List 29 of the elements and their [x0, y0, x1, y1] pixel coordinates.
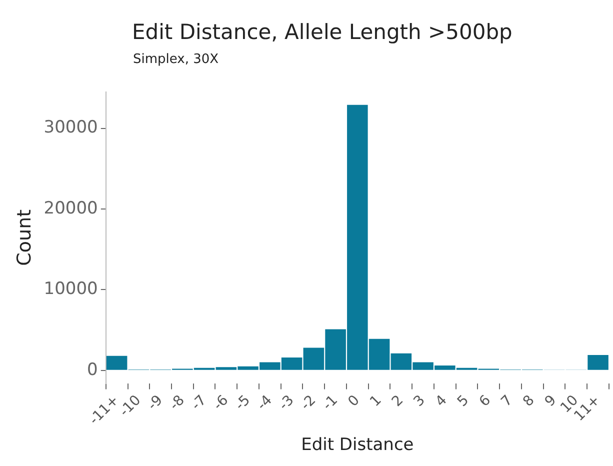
- x-tick-label: 3: [410, 392, 428, 410]
- x-tick-label: 0: [345, 392, 363, 410]
- x-tick-label: -10: [116, 392, 144, 420]
- x-tick-label: -4: [254, 392, 276, 414]
- x-tick-label: 7: [498, 392, 516, 410]
- chart-subtitle: Simplex, 30X: [133, 52, 219, 67]
- x-tick-label: -3: [276, 392, 298, 414]
- x-tick-label: -9: [144, 392, 166, 414]
- chart-title: Edit Distance, Allele Length >500bp: [132, 20, 512, 44]
- x-tick-label: 5: [454, 392, 472, 410]
- x-tick-label: -2: [298, 392, 320, 414]
- x-tick-label: 1: [367, 392, 385, 410]
- x-tick-label: -7: [188, 392, 210, 414]
- x-tick-label: -8: [166, 392, 188, 414]
- y-axis-title: Count: [13, 209, 36, 266]
- x-tick-label: 2: [388, 392, 407, 410]
- x-tick-label: -1: [320, 392, 341, 414]
- x-axis-title: Edit Distance: [301, 435, 414, 456]
- x-tick-label: 4: [432, 392, 450, 410]
- x-tick-label: 8: [520, 392, 538, 410]
- x-tick-label: -5: [232, 392, 254, 414]
- y-tick-label: 0: [87, 360, 98, 380]
- x-tick-label: -6: [210, 392, 232, 414]
- x-tick-label: 6: [476, 392, 494, 410]
- bar: [588, 355, 608, 370]
- y-tick-label: 30000: [44, 118, 98, 138]
- y-tick-label: 20000: [44, 198, 98, 218]
- y-tick-label: 10000: [44, 279, 98, 300]
- x-tick-label: 9: [542, 392, 560, 410]
